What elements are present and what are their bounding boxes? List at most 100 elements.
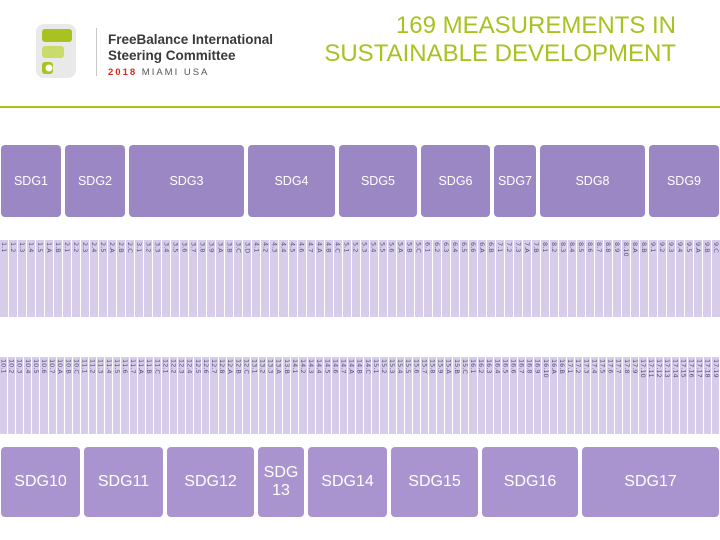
target-label: 11.2 <box>89 359 97 374</box>
target-label: 11.C <box>153 359 161 374</box>
target-cell: 17.1 <box>566 357 574 434</box>
target-cell: 8.A <box>631 240 640 317</box>
target-cell: 3.3 <box>153 240 162 317</box>
target-label: 3.7 <box>189 242 198 253</box>
target-label: 2.1 <box>63 242 72 253</box>
target-cell: 2.2 <box>72 240 81 317</box>
target-cell: 15.A <box>445 357 453 434</box>
target-label: 5.5 <box>378 242 387 253</box>
target-label: 4.7 <box>306 242 315 253</box>
target-label: 5.4 <box>369 242 378 253</box>
target-cell: 14.3 <box>307 357 315 434</box>
target-cell: 11.6 <box>121 357 129 434</box>
target-label: 10.C <box>72 359 80 374</box>
target-label: 8.2 <box>549 242 558 253</box>
target-label: 15.A <box>445 359 453 374</box>
target-cell: 14.C <box>364 357 372 434</box>
target-label: 11.3 <box>97 359 105 374</box>
target-cell: 8.7 <box>595 240 604 317</box>
slide-header: FreeBalance International Steering Commi… <box>0 0 720 106</box>
page-title-line1: 169 MEASUREMENTS IN <box>395 12 676 39</box>
target-label: 9.3 <box>667 242 676 253</box>
target-label: 14.3 <box>307 359 315 374</box>
target-cell: 1.5 <box>36 240 45 317</box>
target-label: 14.C <box>364 359 372 374</box>
target-cell: 8.10 <box>622 240 631 317</box>
target-cell: 2.4 <box>90 240 99 317</box>
target-cell: 4.A <box>315 240 324 317</box>
target-cell: 4.6 <box>297 240 306 317</box>
target-cell: 11.7 <box>129 357 137 434</box>
target-label: 9.5 <box>685 242 694 253</box>
page-title: 169 MEASUREMENTS IN SUSTAINABLE DEVELOPM… <box>316 12 676 68</box>
target-label: 5.6 <box>387 242 396 253</box>
target-label: 16.8 <box>526 359 534 374</box>
target-cell: 14.A <box>348 357 356 434</box>
target-label: 14.6 <box>331 359 339 374</box>
target-cell: 5.A <box>396 240 405 317</box>
target-label: 4.4 <box>279 242 288 253</box>
target-cell: 11.A <box>137 357 145 434</box>
target-cell: 5.B <box>405 240 414 317</box>
target-label: 12.7 <box>210 359 218 374</box>
target-cell: 5.C <box>414 240 423 317</box>
target-cell: 16.2 <box>477 357 485 434</box>
target-cell: 4.5 <box>288 240 297 317</box>
target-cell: 11.3 <box>97 357 105 434</box>
target-cell: 15.5 <box>404 357 412 434</box>
target-cell: 5.5 <box>378 240 387 317</box>
target-label: 5.2 <box>351 242 360 253</box>
target-cell: 16.10 <box>542 357 550 434</box>
target-cell: 10.A <box>56 357 64 434</box>
target-cell: 4.1 <box>252 240 261 317</box>
target-label: 9.1 <box>649 242 658 253</box>
target-cell: 1.A <box>45 240 54 317</box>
target-cell: 3.D <box>243 240 252 317</box>
target-label: 6.3 <box>441 242 450 253</box>
target-cell: 16.7 <box>518 357 526 434</box>
target-cell: 6.B <box>486 240 495 317</box>
target-label: 16.B <box>558 359 566 374</box>
target-label: 16.A <box>550 359 558 374</box>
target-cell: 17.15 <box>679 357 687 434</box>
target-label: 1.5 <box>36 242 45 253</box>
target-label: 17.11 <box>647 359 655 378</box>
target-cell: 12.B <box>234 357 242 434</box>
target-label: 6.6 <box>468 242 477 253</box>
target-cell: 1.1 <box>0 240 9 317</box>
target-label: 17.13 <box>663 359 671 378</box>
target-label: 4.6 <box>297 242 306 253</box>
target-cell: 6.1 <box>423 240 432 317</box>
target-label: 8.4 <box>567 242 576 253</box>
goal-box-sdg6: SDG6 <box>421 145 490 217</box>
target-cell: 12.A <box>226 357 234 434</box>
target-cell: 17.6 <box>607 357 615 434</box>
target-cell: 12.7 <box>210 357 218 434</box>
target-label: 8.3 <box>558 242 567 253</box>
target-label: 15.6 <box>412 359 420 374</box>
target-label: 14.B <box>356 359 364 374</box>
target-label: 17.19 <box>712 359 720 378</box>
target-label: 16.4 <box>493 359 501 374</box>
org-name-line1: FreeBalance International <box>108 32 274 47</box>
target-cell: 12.5 <box>194 357 202 434</box>
target-label: 8.A <box>631 242 640 253</box>
target-label: 17.4 <box>590 359 598 374</box>
target-cell: 6.A <box>477 240 486 317</box>
target-label: 7.3 <box>513 242 522 253</box>
target-label: 16.5 <box>501 359 509 374</box>
target-label: 4.A <box>315 242 324 253</box>
target-label: 11.B <box>145 359 153 374</box>
target-cell: 17.9 <box>631 357 639 434</box>
target-cell: 6.4 <box>450 240 459 317</box>
target-cell: 16.3 <box>485 357 493 434</box>
target-label: 13.1 <box>250 359 258 374</box>
target-cell: 7.2 <box>504 240 513 317</box>
target-label: 11.A <box>137 359 145 374</box>
target-cell: 16.6 <box>509 357 517 434</box>
target-cell: 17.16 <box>687 357 696 434</box>
target-cell: 17.10 <box>639 357 647 434</box>
target-label: 16.2 <box>477 359 485 374</box>
target-cell: 16.B <box>558 357 566 434</box>
target-cell: 12.3 <box>178 357 186 434</box>
